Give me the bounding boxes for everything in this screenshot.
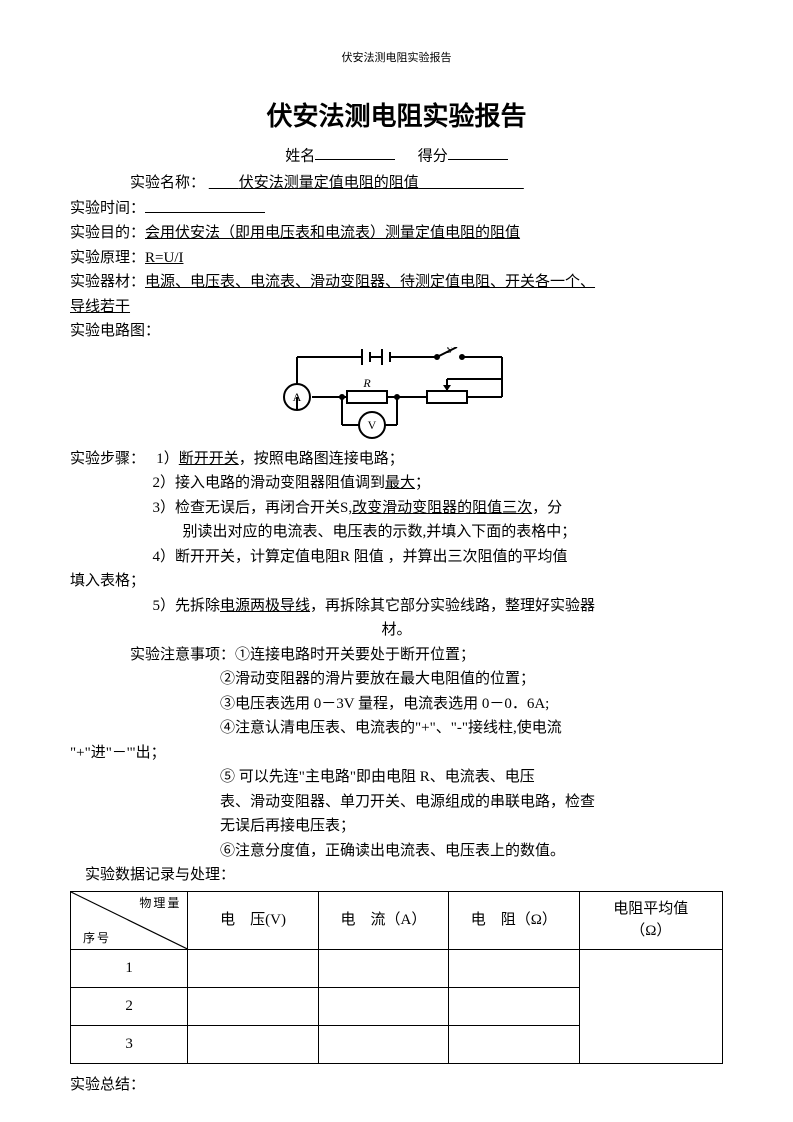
cell[interactable] — [188, 987, 318, 1025]
exp-name-row: 实验名称： 伏安法测量定值电阻的阻值 — [70, 172, 723, 195]
exp-principle-label: 实验原理： — [70, 250, 145, 266]
step5a: 5）先拆除 — [153, 598, 221, 614]
col-current: 电 流（A） — [318, 891, 448, 949]
table-row: 1 — [71, 949, 723, 987]
note2: ②滑动变阻器的滑片要放在最大电阻值的位置； — [70, 668, 723, 691]
exp-principle-value: R=U/I — [145, 250, 183, 266]
step1-u: 断开开关 — [179, 451, 239, 467]
note6: ⑥注意分度值，正确读出电流表、电压表上的数值。 — [70, 840, 723, 863]
step1-rest: ，按照电路图连接电路； — [239, 451, 404, 467]
cell[interactable] — [188, 949, 318, 987]
exp-time-label: 实验时间： — [70, 201, 145, 217]
step4: 4）断开开关，计算定值电阻R 阻值 ，并算出三次阻值的平均值 — [70, 546, 723, 569]
step5d: 材。 — [70, 619, 723, 642]
cell[interactable] — [188, 1025, 318, 1063]
step2b: 最大 — [385, 475, 415, 491]
cell[interactable] — [318, 987, 448, 1025]
note1: ①连接电路时开关要处于断开位置； — [235, 647, 475, 663]
svg-text:V: V — [367, 418, 376, 432]
name-score-line: 姓名 得分 — [70, 144, 723, 168]
step2: 2）接入电路的滑动变阻器阻值调到最大； — [70, 472, 723, 495]
exp-purpose-value: 会用伏安法（即用电压表和电流表）测量定值电阻的阻值 — [145, 225, 520, 241]
svg-text:S: S — [446, 347, 452, 356]
step3: 3）检查无误后，再闭合开关S,改变滑动变阻器的阻值三次，分 — [70, 497, 723, 520]
row-num: 2 — [71, 987, 188, 1025]
exp-purpose-row: 实验目的：会用伏安法（即用电压表和电流表）测量定值电阻的阻值 — [70, 222, 723, 245]
step3d: 别读出对应的电流表、电压表的示数,并填入下面的表格中； — [70, 521, 723, 544]
cell[interactable] — [318, 949, 448, 987]
step3b: 改变滑动变阻器的阻值三次 — [352, 500, 532, 516]
exp-equip-label: 实验器材： — [70, 274, 145, 290]
exp-equip-row2: 导线若干 — [70, 296, 723, 319]
svg-text:R: R — [362, 376, 371, 390]
name-label: 姓名 — [285, 148, 315, 164]
exp-equip-row: 实验器材：电源、电压表、电流表、滑动变阻器、待测定值电阻、开关各一个、 — [70, 271, 723, 294]
exp-time-blank[interactable] — [145, 196, 265, 213]
note5b: 表、滑动变阻器、单刀开关、电源组成的串联电路，检查 — [70, 791, 723, 814]
step2c: ； — [415, 475, 430, 491]
cell[interactable] — [449, 987, 579, 1025]
note4b: "+"进"－'"出； — [70, 742, 723, 765]
name-blank[interactable] — [315, 144, 395, 161]
data-label: 实验数据记录与处理： — [70, 864, 723, 887]
circuit-label-row: 实验电路图： — [70, 320, 723, 343]
notes-row: 实验注意事项：①连接电路时开关要处于断开位置； — [70, 644, 723, 667]
col-avg: 电阻平均值（Ω） — [579, 891, 722, 949]
step3c: ，分 — [532, 500, 562, 516]
step5c: ，再拆除其它部分实验线路，整理好实验器 — [310, 598, 595, 614]
notes-label: 实验注意事项： — [130, 647, 235, 663]
score-label: 得分 — [418, 148, 448, 164]
title: 伏安法测电阻实验报告 — [70, 97, 723, 136]
exp-equip-value1: 电源、电压表、电流表、滑动变阻器、待测定值电阻、开关各一个、 — [145, 274, 595, 290]
diag-bot: 序号 — [83, 929, 111, 947]
exp-time-row: 实验时间： — [70, 196, 723, 220]
steps-row: 实验步骤： 1）断开开关，按照电路图连接电路； — [70, 448, 723, 471]
steps-label: 实验步骤： — [70, 451, 145, 467]
step3a: 3）检查无误后，再闭合开关S, — [153, 500, 353, 516]
step2a: 2）接入电路的滑动变阻器阻值调到 — [153, 475, 386, 491]
col-voltage: 电 压(V) — [188, 891, 318, 949]
summary-label: 实验总结： — [70, 1074, 723, 1097]
cell[interactable] — [449, 1025, 579, 1063]
data-table: 物理量 序号 电 压(V) 电 流（A） 电 阻（Ω） 电阻平均值（Ω） 1 2… — [70, 891, 723, 1064]
page-header: 伏安法测电阻实验报告 — [70, 50, 723, 67]
step4b: 填入表格； — [70, 570, 723, 593]
circuit-label: 实验电路图： — [70, 323, 160, 339]
circuit-diagram: A V R S — [70, 347, 723, 442]
diag-top: 物理量 — [139, 894, 181, 912]
note4a: ④注意认清电压表、电流表的"+"、"-"接线柱,使电流 — [70, 717, 723, 740]
note5c: 无误后再接电压表； — [70, 815, 723, 838]
note5a: ⑤ 可以先连"主电路"即由电阻 R、电流表、电压 — [70, 766, 723, 789]
avg-cell[interactable] — [579, 949, 722, 1063]
row-num: 1 — [71, 949, 188, 987]
note3: ③电压表选用 0－3V 量程，电流表选用 0－0．6A; — [70, 693, 723, 716]
exp-purpose-label: 实验目的： — [70, 225, 145, 241]
table-header-row: 物理量 序号 电 压(V) 电 流（A） 电 阻（Ω） 电阻平均值（Ω） — [71, 891, 723, 949]
step5: 5）先拆除电源两极导线，再拆除其它部分实验线路，整理好实验器 — [70, 595, 723, 618]
cell[interactable] — [318, 1025, 448, 1063]
cell[interactable] — [449, 949, 579, 987]
diag-header: 物理量 序号 — [71, 891, 188, 949]
svg-text:A: A — [292, 390, 301, 404]
step5b: 电源两极导线 — [220, 598, 310, 614]
score-blank[interactable] — [448, 144, 508, 161]
col-resistance: 电 阻（Ω） — [449, 891, 579, 949]
exp-principle-row: 实验原理：R=U/I — [70, 247, 723, 270]
exp-name-label: 实验名称： — [130, 175, 205, 191]
step1-num: 1） — [156, 451, 179, 467]
row-num: 3 — [71, 1025, 188, 1063]
exp-equip-value2: 导线若干 — [70, 299, 130, 315]
exp-name-value: 伏安法测量定值电阻的阻值 — [209, 175, 524, 191]
